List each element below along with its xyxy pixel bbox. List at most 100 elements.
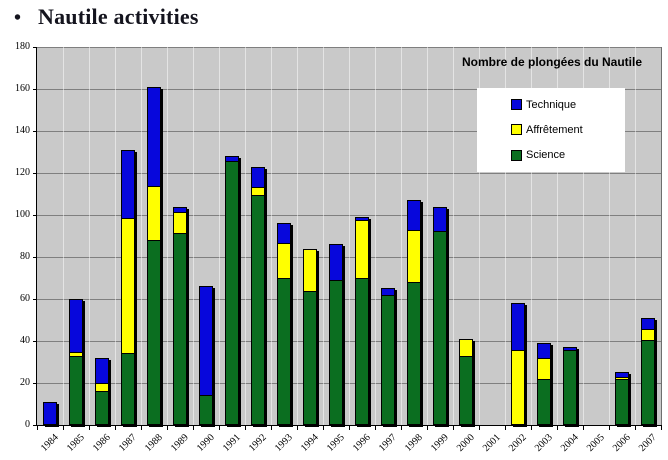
category-separator <box>375 47 376 425</box>
x-tick <box>323 426 324 430</box>
bar-segment-affretement-2006 <box>616 377 628 380</box>
y-tick <box>33 257 37 258</box>
bar-segment-science-1994 <box>304 291 316 424</box>
bar-2007 <box>641 318 655 425</box>
page-title-row: • Nautile activities <box>10 4 660 38</box>
category-separator <box>427 47 428 425</box>
bar-segment-technique-1996 <box>356 218 368 221</box>
x-tick <box>271 426 272 430</box>
legend-swatch-icon <box>511 149 522 161</box>
legend-swatch-icon <box>511 99 522 111</box>
y-tick <box>33 89 37 90</box>
x-tick <box>219 426 220 430</box>
bar-segment-technique-2002 <box>512 304 524 350</box>
plot-area: Nombre de plongées du Nautile Technique A… <box>37 47 662 425</box>
bar-segment-technique-1984 <box>44 403 56 424</box>
bar-1989 <box>173 207 187 425</box>
bar-segment-science-1999 <box>434 230 446 424</box>
category-separator <box>89 47 90 425</box>
x-tick <box>557 426 558 430</box>
category-separator <box>167 47 168 425</box>
bar-segment-technique-2003 <box>538 344 550 359</box>
category-separator <box>401 47 402 425</box>
x-tick <box>609 426 610 430</box>
y-tick <box>33 131 37 132</box>
bar-segment-science-2000 <box>460 356 472 424</box>
bar-segment-technique-2004 <box>564 348 576 351</box>
category-separator <box>349 47 350 425</box>
x-tick <box>193 426 194 430</box>
category-separator <box>557 47 558 425</box>
bar-segment-technique-2007 <box>642 319 654 330</box>
y-tick <box>33 47 37 48</box>
bar-2000 <box>459 339 473 425</box>
legend-swatch-icon <box>511 124 522 136</box>
category-separator <box>193 47 194 425</box>
legend-label: Technique <box>526 98 577 111</box>
bar-segment-affretement-1986 <box>96 383 108 392</box>
bar-segment-affretement-1987 <box>122 217 134 354</box>
bar-segment-technique-1990 <box>200 287 212 395</box>
page-title: Nautile activities <box>38 4 199 29</box>
nautile-dives-chart: Nombre de plongées du Nautile Technique A… <box>0 40 668 460</box>
bar-segment-technique-2006 <box>616 373 628 378</box>
bar-1985 <box>69 299 83 425</box>
y-tick <box>33 341 37 342</box>
legend-entry-science: Science <box>477 149 625 161</box>
bar-segment-technique-1991 <box>226 157 238 162</box>
bar-segment-technique-1989 <box>174 208 186 213</box>
bar-segment-science-1985 <box>70 355 82 424</box>
x-tick <box>349 426 350 430</box>
bar-2004 <box>563 347 577 425</box>
category-separator <box>583 47 584 425</box>
bar-segment-affretement-2002 <box>512 349 524 424</box>
bar-segment-science-1987 <box>122 353 134 424</box>
bar-1992 <box>251 167 265 425</box>
x-tick <box>453 426 454 430</box>
category-separator <box>453 47 454 425</box>
category-separator <box>531 47 532 425</box>
x-tick <box>531 426 532 430</box>
y-axis-line <box>36 47 37 426</box>
bar-segment-science-1997 <box>382 295 394 424</box>
bar-segment-science-1989 <box>174 232 186 424</box>
bar-segment-science-1995 <box>330 280 342 424</box>
y-axis-label-20: 20 <box>20 377 30 388</box>
y-tick <box>33 215 37 216</box>
x-tick <box>661 426 662 430</box>
x-tick <box>635 426 636 430</box>
bar-segment-science-1986 <box>96 391 108 424</box>
bar-segment-science-2003 <box>538 378 550 424</box>
bar-segment-science-1998 <box>408 282 420 424</box>
y-axis-label-80: 80 <box>20 251 30 262</box>
y-axis-label-160: 160 <box>15 83 30 94</box>
bar-segment-affretement-1994 <box>304 250 316 292</box>
bar-segment-affretement-2007 <box>642 329 654 340</box>
x-tick <box>505 426 506 430</box>
bar-1986 <box>95 358 109 425</box>
bar-segment-science-2007 <box>642 339 654 425</box>
category-separator <box>479 47 480 425</box>
bar-1998 <box>407 200 421 425</box>
legend-label: Affrêtement <box>526 123 583 136</box>
bar-segment-affretement-1996 <box>356 220 368 279</box>
bar-segment-technique-1995 <box>330 245 342 281</box>
bar-2002 <box>511 303 525 425</box>
category-separator <box>245 47 246 425</box>
x-tick <box>63 426 64 430</box>
y-tick <box>33 173 37 174</box>
bar-segment-technique-1985 <box>70 300 82 352</box>
bar-segment-science-2004 <box>564 350 576 424</box>
y-axis-label-40: 40 <box>20 335 30 346</box>
x-tick <box>245 426 246 430</box>
x-tick <box>375 426 376 430</box>
y-tick <box>33 383 37 384</box>
category-separator <box>115 47 116 425</box>
x-tick <box>583 426 584 430</box>
x-tick <box>167 426 168 430</box>
x-tick <box>479 426 480 430</box>
bar-segment-affretement-1992 <box>252 186 264 196</box>
bar-segment-science-1991 <box>226 161 238 424</box>
bar-segment-affretement-1993 <box>278 242 290 279</box>
